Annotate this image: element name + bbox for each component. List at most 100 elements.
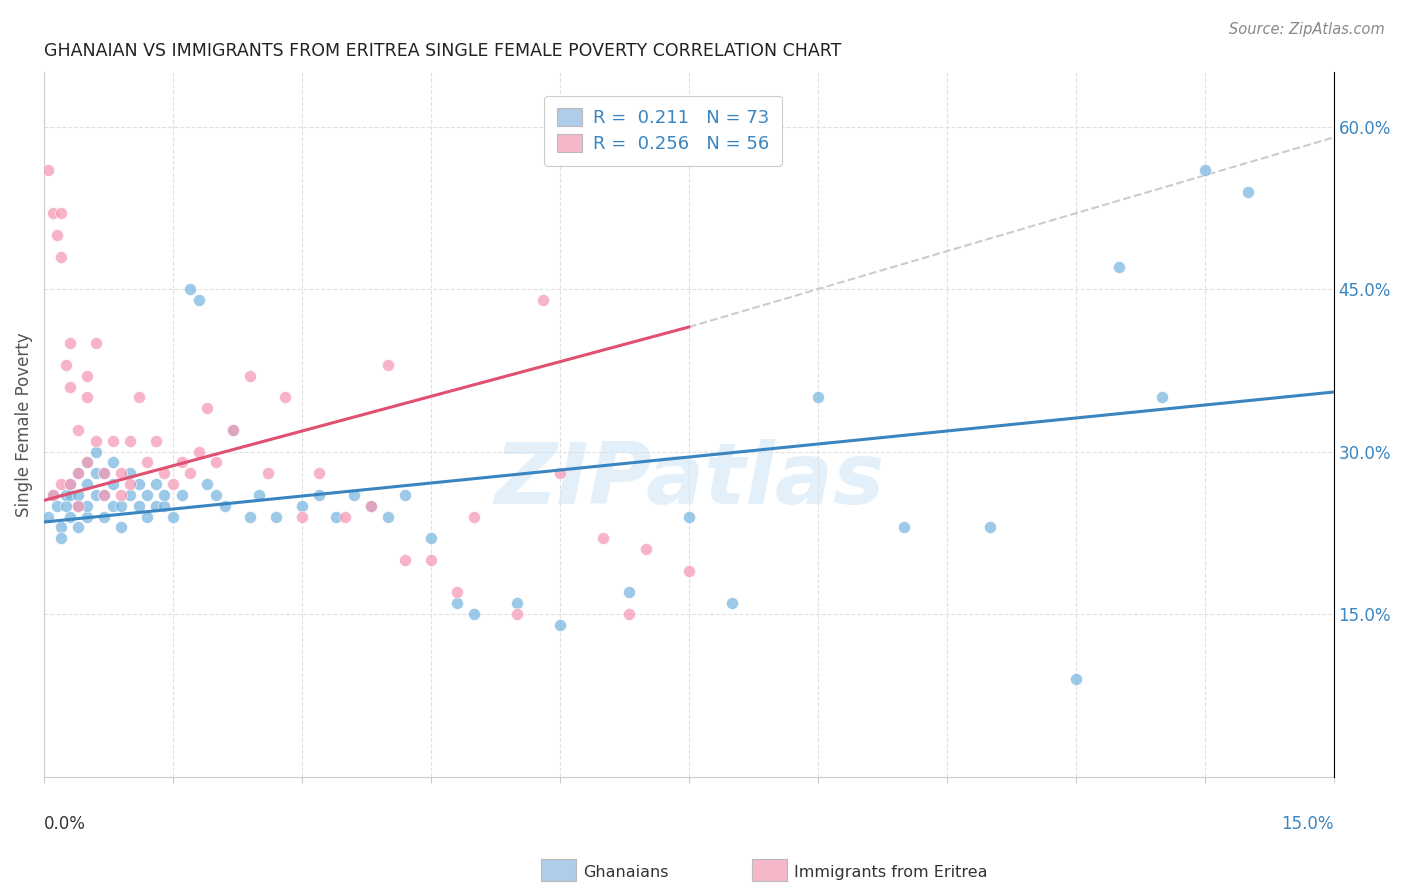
Point bbox=[592, 531, 614, 545]
Text: 15.0%: 15.0% bbox=[1281, 815, 1334, 833]
Point bbox=[101, 434, 124, 448]
Point bbox=[51, 520, 73, 534]
Point bbox=[76, 477, 98, 491]
Point bbox=[446, 585, 468, 599]
Point bbox=[67, 499, 90, 513]
Point bbox=[55, 488, 77, 502]
Point bbox=[67, 423, 90, 437]
Point bbox=[76, 391, 98, 405]
Point bbox=[506, 607, 529, 621]
Point bbox=[360, 499, 382, 513]
Point bbox=[187, 444, 209, 458]
Point bbox=[531, 293, 554, 307]
Point bbox=[153, 488, 176, 502]
Point bbox=[807, 391, 830, 405]
Point bbox=[37, 509, 59, 524]
Point bbox=[1150, 391, 1173, 405]
Point bbox=[120, 477, 142, 491]
Point bbox=[136, 509, 159, 524]
Point bbox=[291, 509, 314, 524]
Text: Ghanaians: Ghanaians bbox=[583, 865, 669, 880]
Point bbox=[179, 282, 201, 296]
Point bbox=[51, 250, 73, 264]
Point bbox=[110, 499, 132, 513]
Point bbox=[128, 499, 150, 513]
Point bbox=[1108, 260, 1130, 275]
Point bbox=[67, 467, 90, 481]
Point bbox=[93, 467, 115, 481]
Point bbox=[1236, 185, 1258, 199]
Point bbox=[308, 467, 330, 481]
Point bbox=[153, 499, 176, 513]
Point bbox=[46, 499, 69, 513]
Point bbox=[84, 336, 107, 351]
Point bbox=[136, 455, 159, 469]
Point bbox=[41, 488, 63, 502]
Point bbox=[162, 509, 184, 524]
Point bbox=[76, 368, 98, 383]
Point bbox=[360, 499, 382, 513]
Point bbox=[187, 293, 209, 307]
Point bbox=[37, 163, 59, 178]
Legend: R =  0.211   N = 73, R =  0.256   N = 56: R = 0.211 N = 73, R = 0.256 N = 56 bbox=[544, 95, 782, 166]
Point bbox=[291, 499, 314, 513]
Point bbox=[420, 553, 443, 567]
Point bbox=[84, 488, 107, 502]
Point bbox=[197, 477, 219, 491]
Point bbox=[110, 467, 132, 481]
Point bbox=[51, 206, 73, 220]
Point bbox=[93, 467, 115, 481]
Point bbox=[222, 423, 245, 437]
Point bbox=[979, 520, 1001, 534]
Point bbox=[41, 488, 63, 502]
Point bbox=[110, 520, 132, 534]
Point bbox=[1064, 672, 1087, 686]
Point bbox=[120, 434, 142, 448]
Point bbox=[84, 434, 107, 448]
Point bbox=[264, 509, 287, 524]
Point bbox=[110, 488, 132, 502]
Point bbox=[256, 467, 278, 481]
Point bbox=[120, 467, 142, 481]
Point bbox=[420, 531, 443, 545]
Point bbox=[120, 488, 142, 502]
Point bbox=[59, 488, 82, 502]
Point bbox=[51, 477, 73, 491]
Point bbox=[179, 467, 201, 481]
Point bbox=[617, 585, 640, 599]
Point bbox=[548, 467, 571, 481]
Point bbox=[145, 434, 167, 448]
Point bbox=[41, 206, 63, 220]
Point bbox=[59, 509, 82, 524]
Point bbox=[394, 488, 416, 502]
Point bbox=[162, 477, 184, 491]
Point bbox=[446, 596, 468, 610]
Point bbox=[274, 391, 297, 405]
Point bbox=[55, 358, 77, 372]
Point bbox=[153, 467, 176, 481]
Point bbox=[463, 509, 485, 524]
Point bbox=[548, 618, 571, 632]
Point bbox=[101, 499, 124, 513]
Point bbox=[84, 444, 107, 458]
Point bbox=[721, 596, 744, 610]
Point bbox=[59, 477, 82, 491]
Point bbox=[308, 488, 330, 502]
Point bbox=[67, 488, 90, 502]
Point bbox=[463, 607, 485, 621]
Point bbox=[76, 455, 98, 469]
Point bbox=[1194, 163, 1216, 178]
Point bbox=[893, 520, 915, 534]
Point bbox=[205, 455, 228, 469]
Point bbox=[46, 227, 69, 242]
Point bbox=[128, 477, 150, 491]
Point bbox=[325, 509, 347, 524]
Point bbox=[247, 488, 270, 502]
Point bbox=[59, 336, 82, 351]
Y-axis label: Single Female Poverty: Single Female Poverty bbox=[15, 332, 32, 516]
Point bbox=[76, 509, 98, 524]
Point bbox=[76, 455, 98, 469]
Point bbox=[101, 455, 124, 469]
Point bbox=[84, 467, 107, 481]
Point bbox=[93, 488, 115, 502]
